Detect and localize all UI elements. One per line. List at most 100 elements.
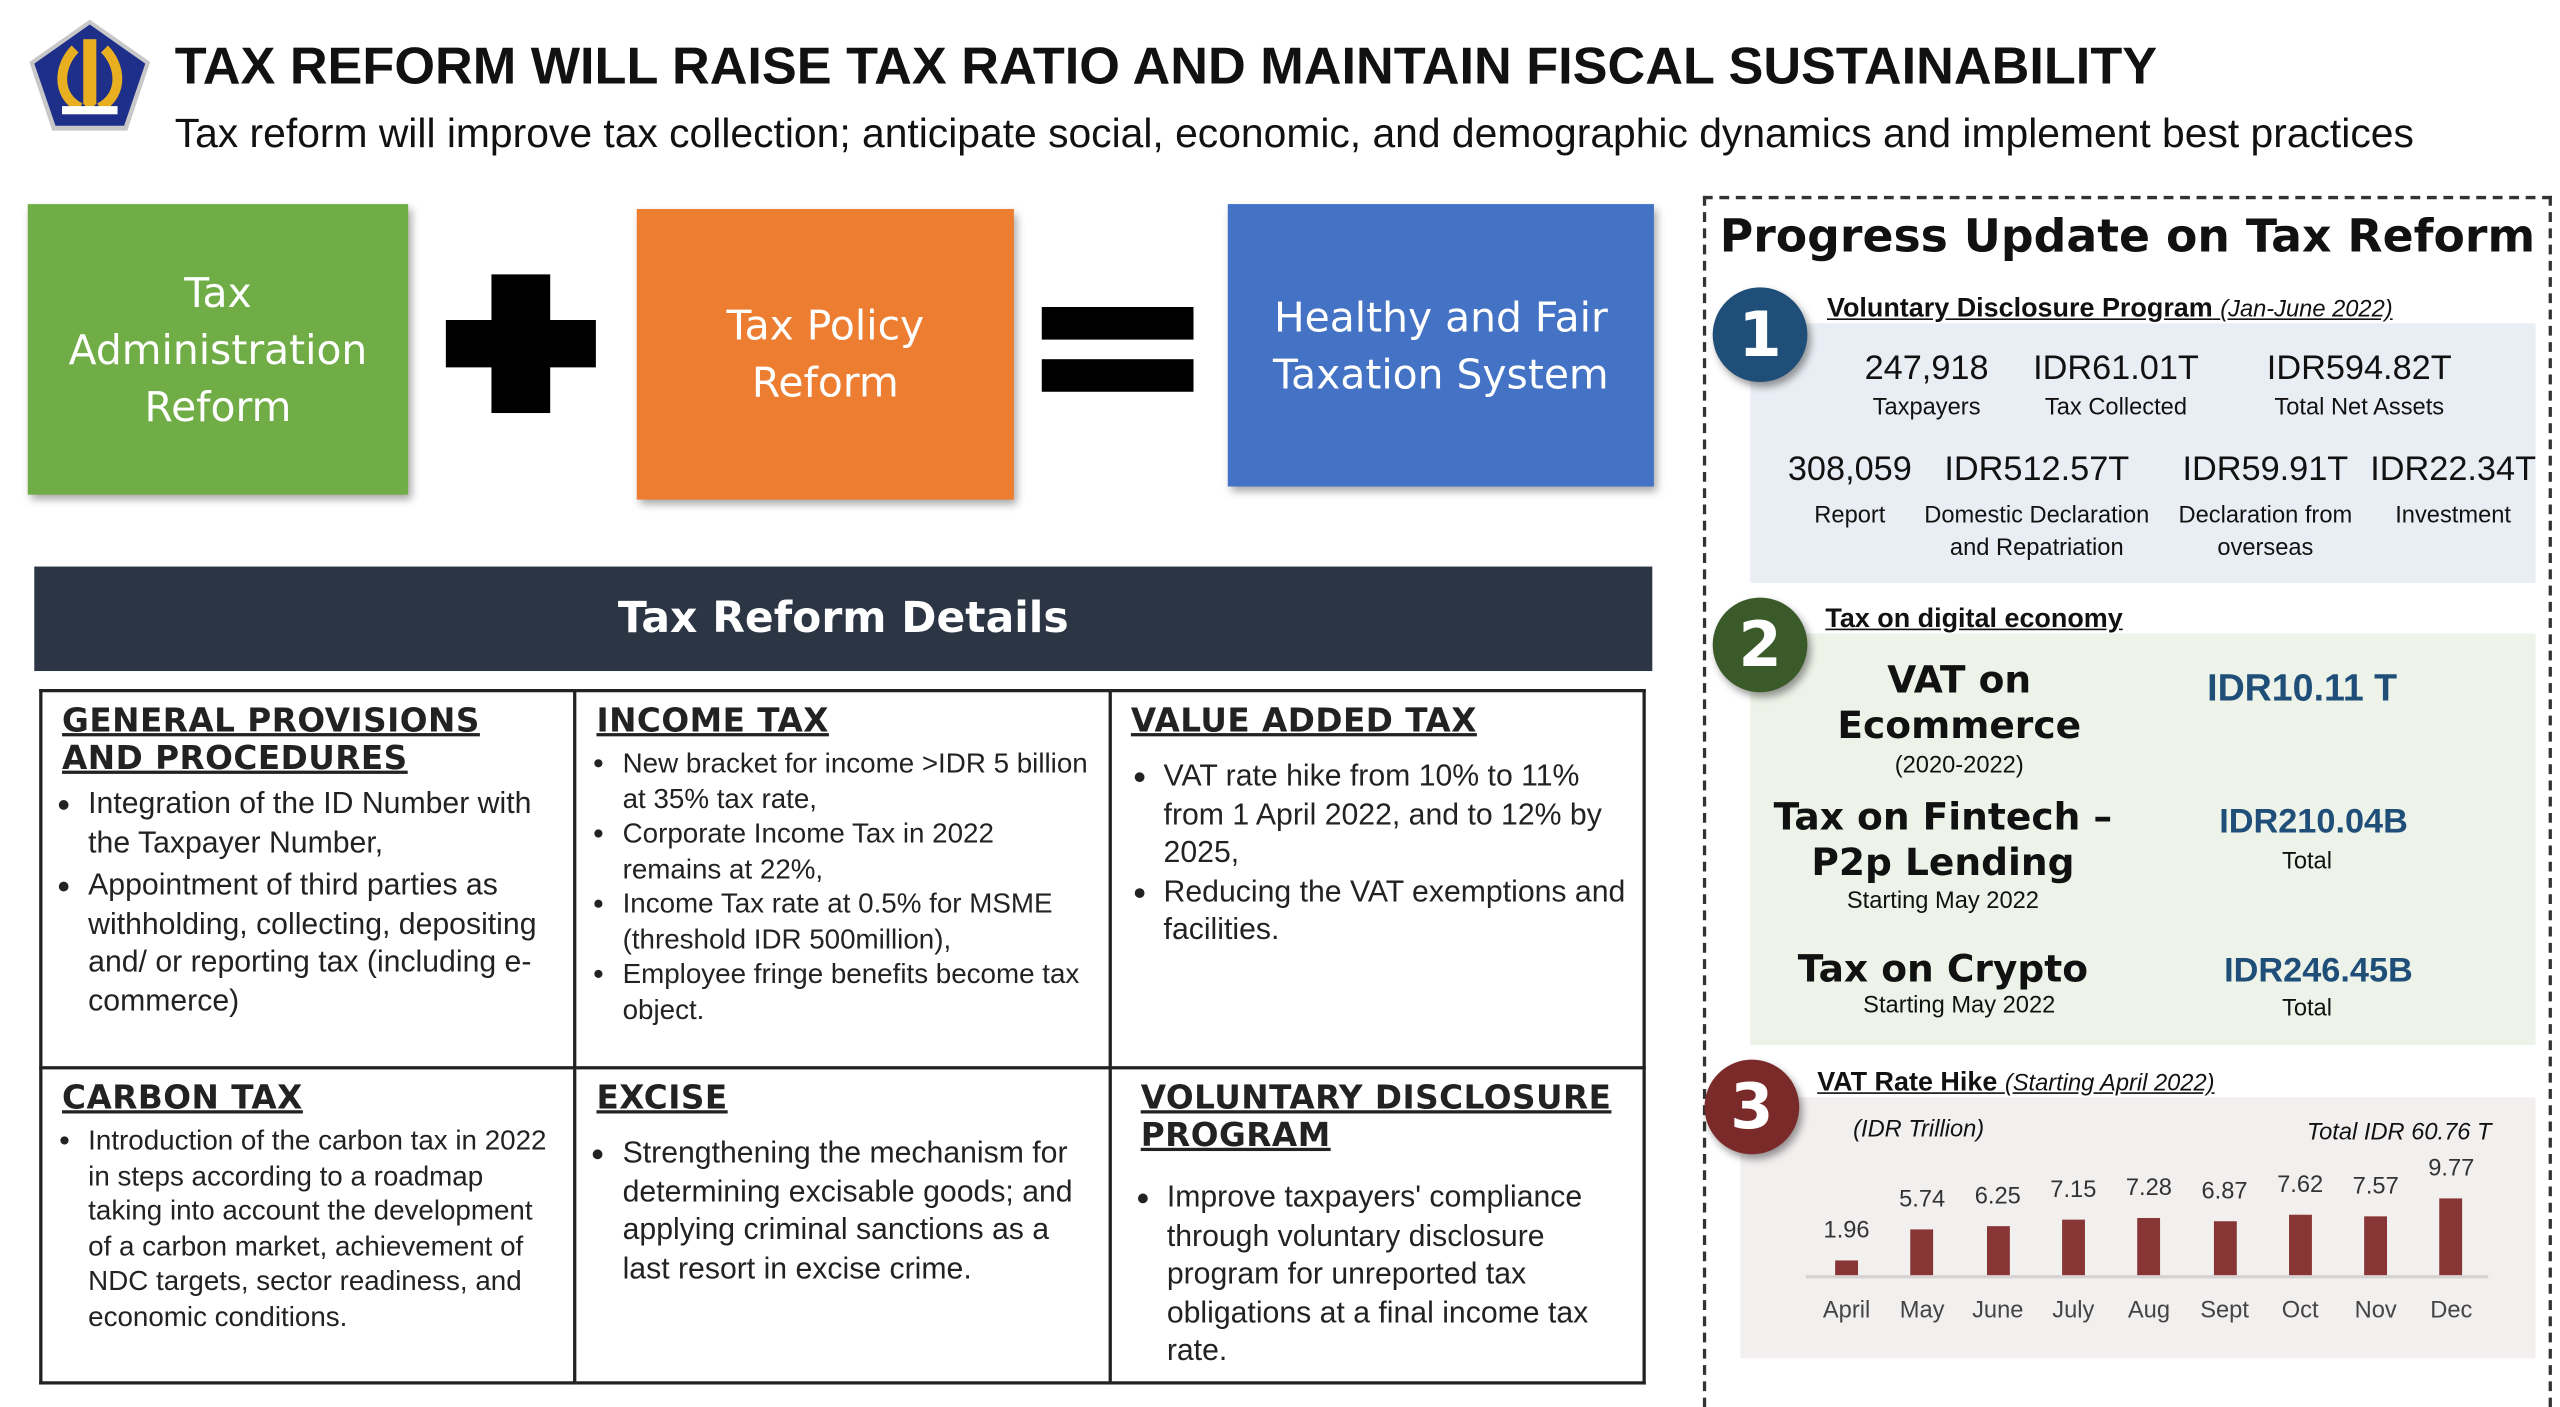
stat-label: Investment [2395,502,2512,529]
list-item: Integration of the ID Number with the Ta… [88,784,557,861]
list-item: Reducing the VAT exemptions and faciliti… [1164,871,1627,948]
bar-april [1835,1259,1859,1276]
x-tick-label: Sept [2200,1297,2249,1325]
cell-heading: VOLUNTARY DISCLOSURE PROGRAM [1140,1077,1612,1155]
crypto-sub: Starting May 2022 [1863,992,2056,1019]
bar-july [2061,1219,2085,1276]
stat-value: IDR594.82T [2266,349,2452,387]
fintech-amount: IDR210.04B [2219,803,2408,841]
stat-label: Domestic Declaration and Repatriation [1924,502,2150,562]
stat-label: Tax Collected [2044,395,2188,422]
list-item: Income Tax rate at 0.5% for MSME (thresh… [623,887,1092,957]
bar-value-label: 7.15 [2050,1176,2097,1203]
x-tick-label: Oct [2281,1297,2319,1325]
healthy-fair-taxation-box: Healthy and Fair Taxation System [1227,204,1654,487]
details-table: GENERAL PROVISIONS AND PROCEDURESIntegra… [39,688,1646,1385]
vdp-stat: IDR59.91T Declaration from overseas [2163,451,2367,565]
stat-label: Declaration from overseas [2178,502,2353,562]
digital-economy-panel [1750,633,2536,1045]
stat-value: 308,059 [1787,450,1912,489]
cell-heading: INCOME TAX [596,700,829,740]
stat-label: Total Net Assets [2274,395,2445,422]
cell-heading: EXCISE [596,1077,728,1117]
bar-value-label: 5.74 [1899,1187,1946,1214]
vdp-stat: IDR22.34T Investment [2359,451,2547,533]
stat-label: Taxpayers [1872,395,1981,422]
stat-value: IDR61.01T [2033,349,2199,387]
vdp-stat: IDR512.57T Domestic Declaration and Repat… [1918,451,2155,565]
section-number-1: 1 [1712,287,1808,383]
heading-period: (Starting April 2022) [2004,1071,2215,1098]
bar-nov [2364,1215,2388,1276]
tax-policy-reform-box: Tax Policy Reform [636,208,1014,500]
section-number-3: 3 [1704,1059,1800,1155]
x-tick-label: June [1972,1297,2024,1325]
bar-sept [2213,1221,2236,1276]
stat-value: IDR59.91T [2182,450,2349,489]
heading-text: VAT Rate Hike [1817,1067,1998,1098]
bar-june [1986,1226,2010,1276]
vat-ecommerce-sub: (2020-2022) [1894,752,2024,779]
bar-oct [2288,1215,2312,1276]
stat-value: IDR22.34T [2370,450,2537,489]
bar-value-label: 9.77 [2428,1156,2475,1183]
list-item: Appointment of third parties as withhold… [88,865,557,1018]
vat-ecommerce-amount: IDR10.11 T [2207,666,2398,709]
vdp-stat: 308,059 Report [1768,451,1931,533]
list-item: Improve taxpayers' compliance through vo… [1167,1177,1626,1369]
vdp-stat: IDR61.01T Tax Collected [2018,349,2214,424]
cell-carbon-tax: CARBON TAX Introduction of the carbon tax… [39,1066,577,1385]
stat-value: 247,918 [1864,349,1989,387]
stat-value: IDR512.57T [1944,450,2130,489]
cell-value-added-tax: VALUE ADDED TAX VAT rate hike from 10% to… [1108,688,1646,1070]
x-tick-label: July [2052,1297,2095,1325]
cell-heading: VALUE ADDED TAX [1130,700,1477,740]
list-item: Corporate Income Tax in 2022 remains at … [623,816,1092,886]
bar-value-label: 6.87 [2201,1178,2248,1205]
crypto-amount: IDR246.45B [2224,951,2413,990]
heading-period: (Jan-June 2022) [2220,297,2393,324]
bar-aug [2137,1218,2161,1276]
bar-value-label: 7.28 [2125,1175,2172,1202]
bar-value-label: 7.62 [2277,1172,2324,1200]
list-item: Introduction of the carbon tax in 2022 i… [88,1123,557,1334]
list-item: New bracket for income >IDR 5 billion at… [623,746,1092,816]
digital-economy-heading: Tax on digital economy [1825,604,2123,634]
vdp-heading: Voluntary Disclosure Program (Jan-June 2… [1827,294,2393,325]
x-tick-label: Dec [2430,1297,2473,1325]
box-label: Tax Policy Reform [726,302,925,407]
bar-value-label: 1.96 [1823,1217,1870,1244]
progress-title: Progress Update on Tax Reform [1719,208,2536,263]
bar-value-label: 7.57 [2352,1173,2399,1200]
list-item: Employee fringe benefits become tax obje… [623,957,1092,1027]
vat-ecommerce-label: VAT on Ecommerce [1837,659,2082,748]
page-subtitle: Tax reform will improve tax collection; … [174,111,2414,157]
vdp-stat: 247,918 Taxpayers [1829,349,2025,424]
list-item: Strengthening the mechanism for determin… [623,1133,1092,1286]
cell-general-provisions: GENERAL PROVISIONS AND PROCEDURESIntegra… [39,688,577,1070]
heading-text: Voluntary Disclosure Program [1826,293,2213,324]
progress-panel [1702,195,2552,1407]
cell-heading: GENERAL PROVISIONS AND PROCEDURES [62,700,480,778]
x-tick-label: May [1899,1297,1945,1325]
cell-excise: EXCISE Strengthening the mechanism for de… [573,1066,1112,1385]
fintech-sub: Starting May 2022 [1846,888,2039,915]
plus-icon [445,274,596,414]
vdp-stats-panel [1750,323,2536,583]
ministry-logo [29,19,151,131]
cell-income-tax: INCOME TAX New bracket for income >IDR 5 … [573,688,1112,1070]
stat-label: Report [1814,502,1886,529]
cell-heading: CARBON TAX [62,1077,303,1117]
tax-administration-reform-box: Tax Administration Reform [27,204,409,495]
chart-unit-label: (IDR Trillion) [1853,1116,1985,1143]
crypto-amount-sub: Total [2281,995,2333,1023]
page-title: TAX REFORM WILL RAISE TAX RATIO AND MAIN… [174,35,2158,95]
crypto-label: Tax on Crypto [1797,948,2089,992]
bar-dec [2439,1198,2463,1276]
vat-hike-heading: VAT Rate Hike (Starting April 2022) [1817,1068,2214,1099]
x-tick-label: Aug [2127,1297,2171,1325]
section-number-2: 2 [1712,597,1808,693]
chart-baseline [1805,1275,2489,1279]
bar-value-label: 6.25 [1974,1183,2021,1210]
details-header: Tax Reform Details [34,566,1653,672]
